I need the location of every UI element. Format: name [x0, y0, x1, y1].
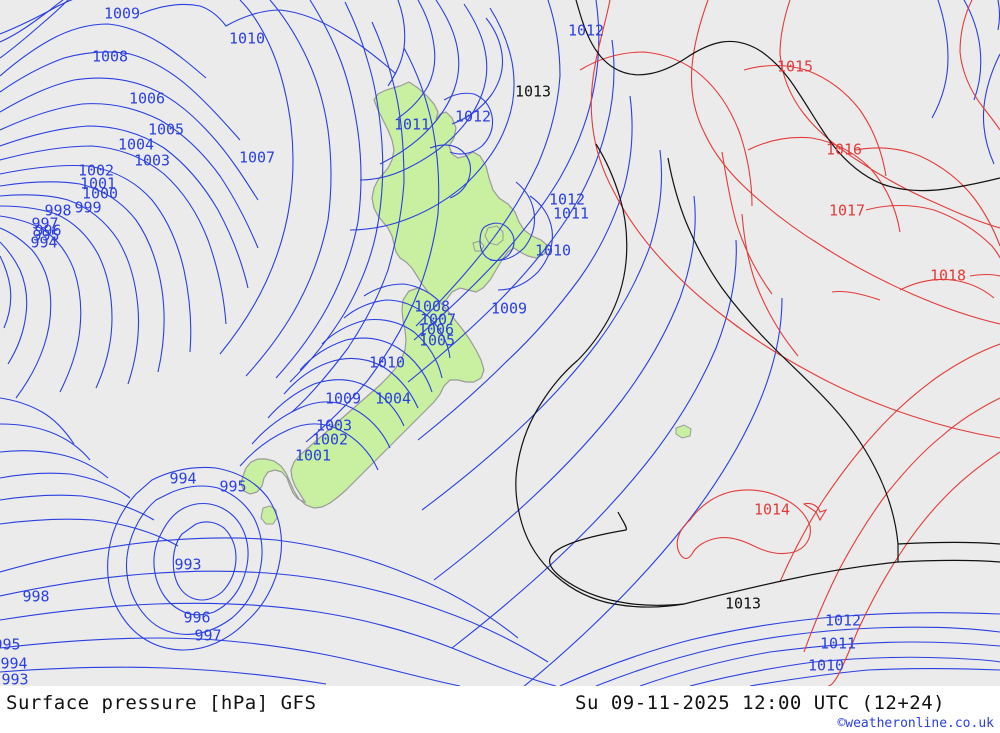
isobar-group-high — [579, 0, 1000, 686]
pressure-contour-map: 1009 1010 1008 1006 1005 1004 1003 1007 1002 1001… — [0, 0, 1000, 686]
stewart-island — [260, 505, 278, 525]
landmass-layer — [240, 81, 692, 525]
north-island-polygon — [371, 81, 549, 307]
map-svg-layer — [0, 0, 1000, 686]
islet-a — [675, 424, 692, 439]
map-footer: Surface pressure [hPa] GFS Su 09-11-2025… — [0, 686, 1000, 733]
footer-title: Surface pressure [hPa] GFS — [6, 692, 317, 714]
south-island-polygon — [240, 287, 485, 509]
isobar-group-1013 — [515, 0, 1000, 608]
footer-credit-link[interactable]: ©weatheronline.co.uk — [837, 716, 994, 731]
isobar-group-low — [0, 0, 1000, 686]
footer-model-run: Su 09-11-2025 12:00 UTC (12+24) — [575, 692, 946, 714]
